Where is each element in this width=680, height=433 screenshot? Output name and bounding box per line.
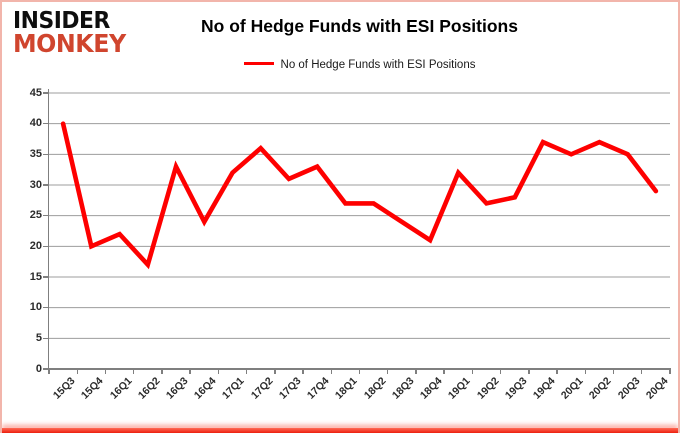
x-axis-tick bbox=[104, 369, 107, 374]
y-axis-tick-label: 40 bbox=[29, 117, 42, 130]
x-axis-tick bbox=[499, 369, 502, 374]
y-axis-tick bbox=[43, 92, 49, 94]
x-axis-tick bbox=[358, 369, 361, 374]
x-axis-tick-label: 19Q2 bbox=[474, 375, 502, 402]
y-axis-tick-label: 25 bbox=[29, 209, 42, 222]
legend: No of Hedge Funds with ESI Positions bbox=[49, 59, 670, 71]
x-axis-tick-label: 19Q3 bbox=[502, 375, 530, 402]
x-axis-tick bbox=[48, 369, 50, 374]
x-axis-tick-label: 18Q4 bbox=[417, 375, 445, 402]
x-axis-tick-label: 19Q4 bbox=[530, 375, 558, 402]
x-axis-tick-label: 16Q4 bbox=[192, 375, 219, 402]
x-axis-tick bbox=[217, 369, 220, 374]
insider-monkey-logo: INSIDER MONKEY bbox=[13, 8, 132, 59]
y-axis-tick-label: 20 bbox=[29, 239, 42, 252]
y-axis-tick bbox=[43, 184, 49, 186]
x-axis-tick bbox=[161, 369, 163, 374]
y-axis-tick-label: 5 bbox=[35, 331, 42, 344]
bottom-red-border bbox=[2, 428, 678, 433]
y-axis-tick bbox=[43, 276, 49, 278]
page-title: No of Hedge Funds with ESI Positions bbox=[201, 16, 518, 36]
x-axis-tick bbox=[245, 369, 248, 374]
x-axis-tick bbox=[528, 369, 530, 374]
x-axis-tick-label: 18Q1 bbox=[333, 375, 360, 402]
x-axis-tick-label: 17Q4 bbox=[304, 375, 332, 402]
y-axis-tick bbox=[43, 245, 49, 248]
x-axis-tick bbox=[471, 369, 474, 374]
chart-canvas bbox=[49, 92, 670, 339]
x-axis-tick bbox=[612, 369, 615, 374]
y-axis-line bbox=[47, 89, 50, 369]
x-axis-tick-label: 20Q1 bbox=[559, 375, 586, 402]
x-axis-tick-label: 17Q3 bbox=[276, 375, 304, 402]
logo-insider-text: INSIDER bbox=[13, 8, 110, 34]
x-axis-tick-label: 17Q1 bbox=[220, 375, 247, 402]
x-axis-tick bbox=[302, 369, 304, 374]
x-axis-tick-label: 18Q2 bbox=[361, 375, 389, 402]
y-axis-tick bbox=[43, 153, 49, 156]
legend-label: No of Hedge Funds with ESI Positions bbox=[280, 59, 476, 71]
x-axis-tick-label: 15Q4 bbox=[79, 375, 106, 402]
x-axis-tick bbox=[330, 369, 332, 374]
y-axis-tick-label: 45 bbox=[29, 86, 42, 99]
x-axis-tick bbox=[556, 369, 558, 374]
esi-positions-line bbox=[60, 121, 659, 270]
x-axis-tick bbox=[189, 369, 191, 374]
x-axis-tick-label: 16Q2 bbox=[135, 375, 163, 402]
x-axis-tick bbox=[443, 369, 445, 374]
x-axis-tick bbox=[669, 369, 671, 374]
y-axis-tick bbox=[43, 214, 49, 217]
x-axis-tick-label: 20Q2 bbox=[587, 375, 614, 402]
x-axis-tick bbox=[76, 369, 78, 374]
y-axis-tick bbox=[43, 306, 49, 309]
x-axis-tick bbox=[641, 369, 643, 374]
plot-area bbox=[49, 92, 670, 369]
y-axis-tick-label: 30 bbox=[29, 178, 42, 191]
legend-line-swatch bbox=[243, 62, 274, 65]
y-axis-tick-label: 35 bbox=[29, 147, 42, 160]
y-axis-tick-label: 15 bbox=[29, 270, 42, 283]
x-axis-tick-label: 16Q3 bbox=[163, 375, 191, 402]
y-axis-tick bbox=[43, 122, 49, 125]
x-axis-tick-label: 16Q1 bbox=[107, 375, 135, 402]
logo-monkey-text: MONKEY bbox=[13, 29, 126, 59]
y-axis-tick-label: 0 bbox=[35, 362, 42, 375]
y-axis-tick-label: 10 bbox=[29, 301, 42, 314]
x-axis-tick bbox=[132, 369, 135, 374]
y-axis-tick bbox=[43, 337, 49, 340]
x-axis-tick-label: 18Q3 bbox=[389, 375, 417, 402]
x-axis-tick-label: 15Q3 bbox=[50, 375, 78, 402]
x-axis-tick bbox=[387, 369, 389, 374]
x-axis-tick bbox=[584, 369, 586, 374]
x-axis-tick-label: 19Q1 bbox=[446, 375, 473, 402]
x-axis-tick-label: 20Q3 bbox=[615, 375, 643, 402]
y-axis-tick bbox=[43, 368, 49, 370]
x-axis-tick bbox=[415, 369, 417, 374]
x-axis-tick-label: 20Q4 bbox=[643, 375, 671, 402]
x-axis-tick bbox=[274, 369, 276, 374]
x-axis-tick-label: 17Q2 bbox=[248, 375, 276, 402]
